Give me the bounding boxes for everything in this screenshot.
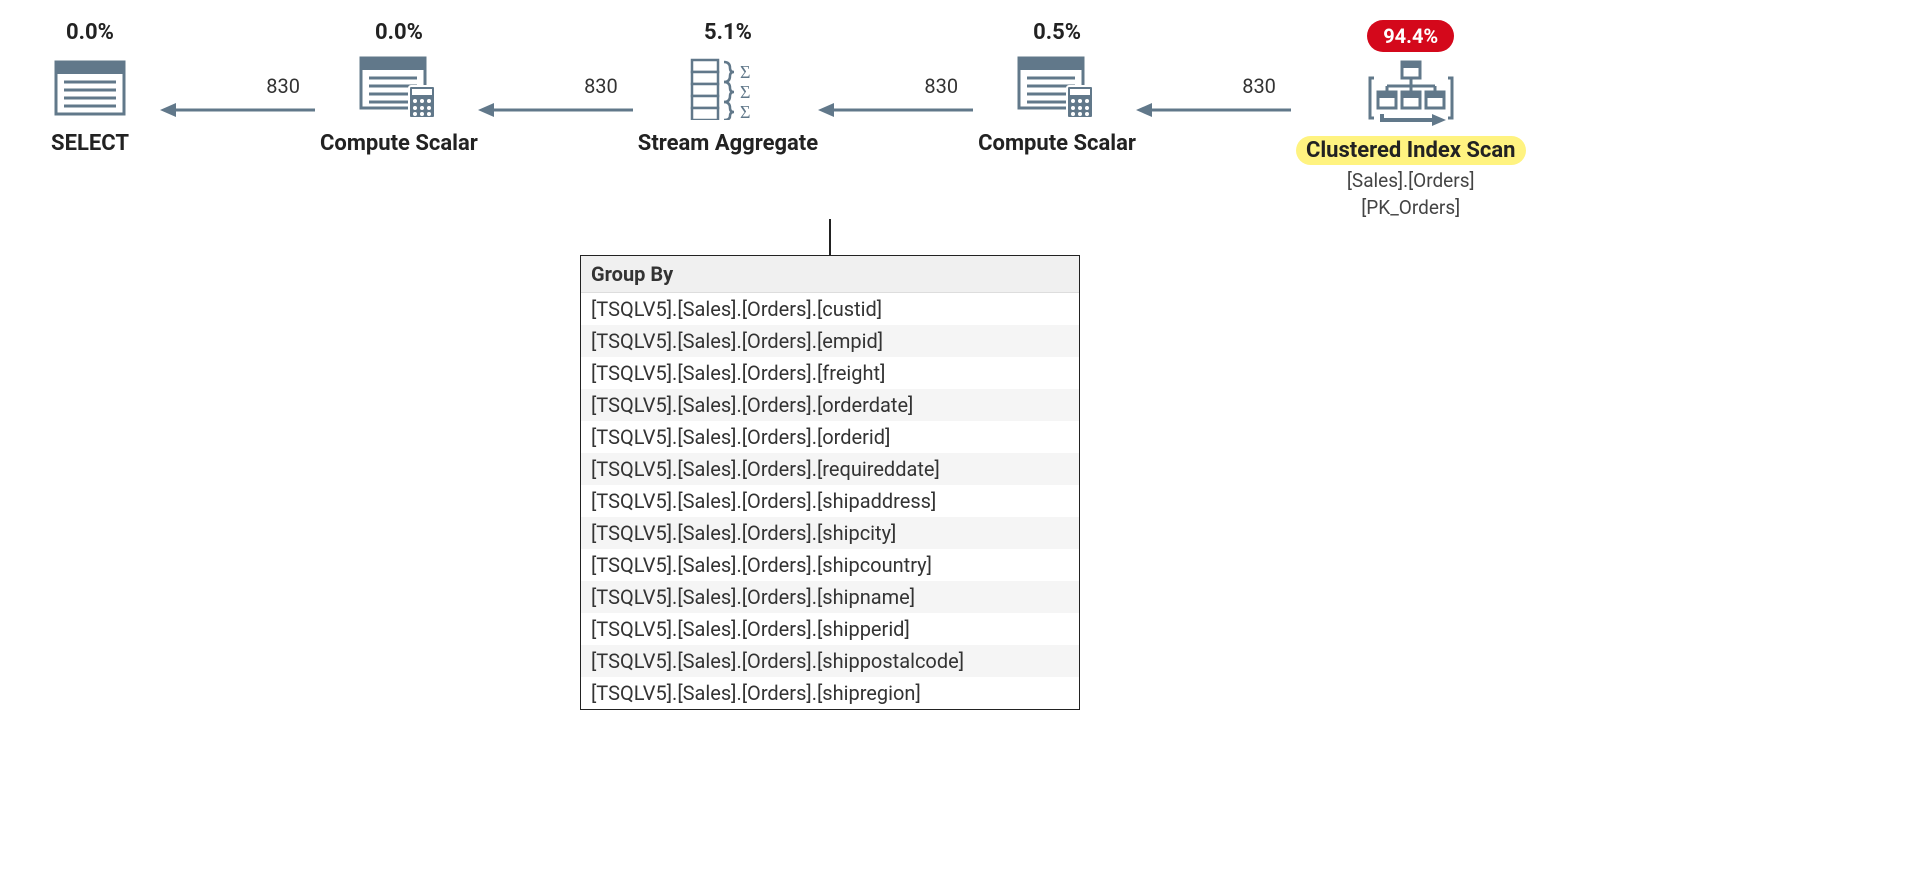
row-count: 830 <box>266 74 300 98</box>
operator-label: Clustered Index Scan <box>1296 136 1526 165</box>
plan-node-compute-scalar[interactable]: 0.0% Compute Scalar <box>320 20 478 156</box>
row-count: 830 <box>1242 74 1276 98</box>
tooltip-row: [TSQLV5].[Sales].[Orders].[shipcity] <box>581 517 1079 549</box>
tooltip-connector <box>829 219 831 255</box>
operator-label: SELECT <box>51 131 129 156</box>
operator-subline: [PK_Orders] <box>1361 196 1460 219</box>
tooltip-row: [TSQLV5].[Sales].[Orders].[shipaddress] <box>581 485 1079 517</box>
arrow-icon <box>160 100 320 120</box>
tooltip-row: [TSQLV5].[Sales].[Orders].[shipperid] <box>581 613 1079 645</box>
index-scan-icon <box>1368 58 1454 128</box>
operator-label: Stream Aggregate <box>638 131 818 156</box>
svg-text:Σ: Σ <box>740 102 750 120</box>
tooltip-block: Group By [TSQLV5].[Sales].[Orders].[cust… <box>580 219 1080 710</box>
row-count: 830 <box>584 74 618 98</box>
arrow-icon <box>1136 100 1296 120</box>
cost-label: 5.1% <box>704 20 752 45</box>
tooltip-row: [TSQLV5].[Sales].[Orders].[empid] <box>581 325 1079 357</box>
svg-text:Σ: Σ <box>740 82 750 102</box>
tooltip-row: [TSQLV5].[Sales].[Orders].[freight] <box>581 357 1079 389</box>
arrow-icon <box>478 100 638 120</box>
row-count: 830 <box>924 74 958 98</box>
tooltip-row: [TSQLV5].[Sales].[Orders].[orderid] <box>581 421 1079 453</box>
tooltip-row: [TSQLV5].[Sales].[Orders].[shipname] <box>581 581 1079 613</box>
cost-label: 0.0% <box>375 20 423 45</box>
operator-subline: [Sales].[Orders] <box>1347 169 1475 192</box>
cost-badge: 94.4% <box>1367 20 1454 52</box>
tooltip-row: [TSQLV5].[Sales].[Orders].[requireddate] <box>581 453 1079 485</box>
execution-plan-row: 0.0% SELECT 830 0.0% <box>20 20 1902 219</box>
flow-arrow: 830 <box>1136 74 1296 120</box>
operator-label: Compute Scalar <box>978 131 1136 156</box>
tooltip-header: Group By <box>581 256 1079 293</box>
table-calc-icon <box>1017 53 1097 123</box>
table-calc-icon <box>359 53 439 123</box>
cost-label: 0.5% <box>1033 20 1081 45</box>
tooltip-row: [TSQLV5].[Sales].[Orders].[orderdate] <box>581 389 1079 421</box>
tooltip-row: [TSQLV5].[Sales].[Orders].[shippostalcod… <box>581 645 1079 677</box>
arrow-icon <box>818 100 978 120</box>
tooltip-row: [TSQLV5].[Sales].[Orders].[custid] <box>581 293 1079 325</box>
plan-node-select[interactable]: 0.0% SELECT <box>20 20 160 156</box>
tooltip-row: [TSQLV5].[Sales].[Orders].[shipcountry] <box>581 549 1079 581</box>
groupby-tooltip: Group By [TSQLV5].[Sales].[Orders].[cust… <box>580 255 1080 710</box>
plan-node-clustered-index-scan[interactable]: 94.4% <box>1296 20 1526 219</box>
flow-arrow: 830 <box>818 74 978 120</box>
plan-node-compute-scalar[interactable]: 0.5% Compute Scalar <box>978 20 1136 156</box>
flow-arrow: 830 <box>478 74 638 120</box>
plan-node-stream-aggregate[interactable]: 5.1% Σ Σ Σ Stream Aggregate <box>638 20 818 156</box>
svg-text:Σ: Σ <box>740 62 750 82</box>
tooltip-row: [TSQLV5].[Sales].[Orders].[shipregion] <box>581 677 1079 709</box>
flow-arrow: 830 <box>160 74 320 120</box>
cost-label: 0.0% <box>66 20 114 45</box>
aggregate-icon: Σ Σ Σ <box>688 53 768 123</box>
operator-label: Compute Scalar <box>320 131 478 156</box>
table-icon <box>54 53 126 123</box>
